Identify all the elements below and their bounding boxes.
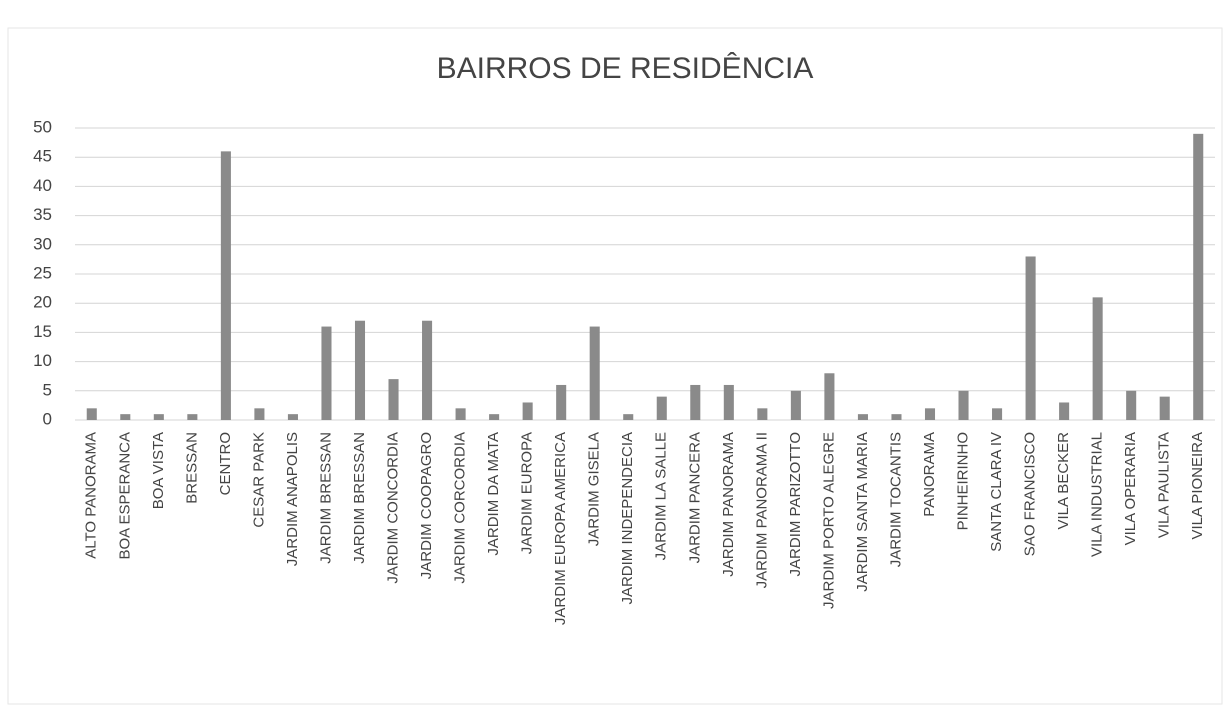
- x-tick-label: JARDIM TOCANTIS: [887, 432, 904, 567]
- x-tick-label: PINHEIRINHO: [954, 432, 971, 530]
- x-tick-label: JARDIM EUROPA: [519, 432, 536, 554]
- x-tick-label: SANTA CLARA IV: [988, 432, 1005, 552]
- x-tick-label: JARDIM SANTA MARIA: [854, 432, 871, 592]
- bar: [287, 414, 298, 420]
- bar: [1059, 402, 1070, 420]
- bar: [992, 408, 1003, 420]
- bar: [1193, 133, 1204, 420]
- bar: [589, 326, 600, 420]
- bar: [656, 396, 667, 420]
- y-tick-label: 5: [43, 380, 52, 399]
- x-tick-label: CENTRO: [217, 432, 234, 495]
- x-tick-label: BRESSAN: [183, 432, 200, 504]
- y-tick-label: 10: [33, 351, 52, 370]
- y-tick-label: 30: [33, 234, 52, 253]
- bar: [489, 414, 500, 420]
- x-tick-label: JARDIM PANCERA: [686, 432, 703, 563]
- x-tick-label: VILA PAULISTA: [1156, 432, 1173, 538]
- y-tick-label: 0: [43, 409, 52, 428]
- bar: [86, 408, 97, 420]
- x-tick-label: SAO FRANCISCO: [1022, 432, 1039, 556]
- bar: [1092, 297, 1103, 420]
- y-tick-label: 45: [33, 147, 52, 166]
- bar: [723, 384, 734, 420]
- x-tick-label: JARDIM BRESSAN: [351, 432, 368, 564]
- bar: [857, 414, 868, 420]
- bar: [1126, 390, 1137, 420]
- bar: [623, 414, 634, 420]
- bar: [153, 414, 164, 420]
- x-tick-label: CESAR PARK: [250, 432, 267, 528]
- bar: [1159, 396, 1170, 420]
- bar: [790, 390, 801, 420]
- bar: [891, 414, 902, 420]
- x-tick-label: JARDIM CONCORDIA: [384, 432, 401, 584]
- bar: [924, 408, 936, 420]
- y-tick-label: 40: [33, 176, 52, 195]
- x-tick-label: JARDIM DA MATA: [485, 432, 502, 556]
- bar: [321, 326, 332, 420]
- x-tick-label: BOA ESPERANCA: [116, 432, 133, 560]
- bar: [187, 414, 198, 420]
- x-tick-label: JARDIM COOPAGRO: [418, 432, 435, 579]
- x-tick-label: JARDIM ANAPOLIS: [284, 432, 301, 566]
- x-tick-label: JARDIM LA SALLE: [653, 432, 670, 560]
- x-tick-label: VILA INDUSTRIAL: [1089, 432, 1106, 557]
- bar: [824, 373, 835, 420]
- y-tick-label: 20: [33, 293, 52, 312]
- bar: [120, 414, 131, 420]
- x-tick-label: VILA PIONEIRA: [1189, 432, 1206, 540]
- x-tick-label: BOA VISTA: [150, 432, 167, 509]
- y-tick-label: 50: [33, 117, 52, 136]
- x-tick-label: JARDIM PARIZOTTO: [787, 432, 804, 576]
- y-tick-label: 15: [33, 322, 52, 341]
- y-tick-label: 25: [33, 263, 52, 282]
- bar: [958, 390, 969, 420]
- bar: [422, 320, 433, 420]
- x-tick-label: JARDIM BRESSAN: [317, 432, 334, 564]
- x-tick-label: JARDIM PANORAMA II: [753, 432, 770, 588]
- chart-title: BAIRROS DE RESIDÊNCIA: [437, 52, 814, 85]
- x-tick-label: VILA BECKER: [1055, 432, 1072, 530]
- y-tick-label: 35: [33, 205, 52, 224]
- bar: [522, 402, 533, 420]
- bar: [690, 384, 701, 420]
- x-tick-label: JARDIM PORTO ALEGRE: [820, 432, 837, 609]
- bar: [388, 379, 399, 420]
- bar: [1025, 256, 1036, 420]
- x-tick-label: JARDIM GISELA: [586, 432, 603, 546]
- bar: [556, 384, 567, 420]
- bar: [354, 320, 366, 420]
- bar: [455, 408, 466, 420]
- x-tick-label: ALTO PANORAMA: [83, 432, 100, 559]
- x-tick-label: JARDIM EUROPA AMERICA: [552, 432, 569, 625]
- x-tick-label: JARDIM CORCORDIA: [452, 432, 469, 584]
- x-tick-label: PANORAMA: [921, 432, 938, 517]
- bar: [254, 408, 265, 420]
- x-tick-label: JARDIM PANORAMA: [720, 432, 737, 577]
- chart-frame: [7, 27, 1223, 705]
- bar: [220, 151, 231, 421]
- bar: [757, 408, 768, 420]
- x-tick-label: VILA OPERARIA: [1122, 432, 1139, 545]
- x-tick-label: JARDIM INDEPENDECIA: [619, 432, 636, 605]
